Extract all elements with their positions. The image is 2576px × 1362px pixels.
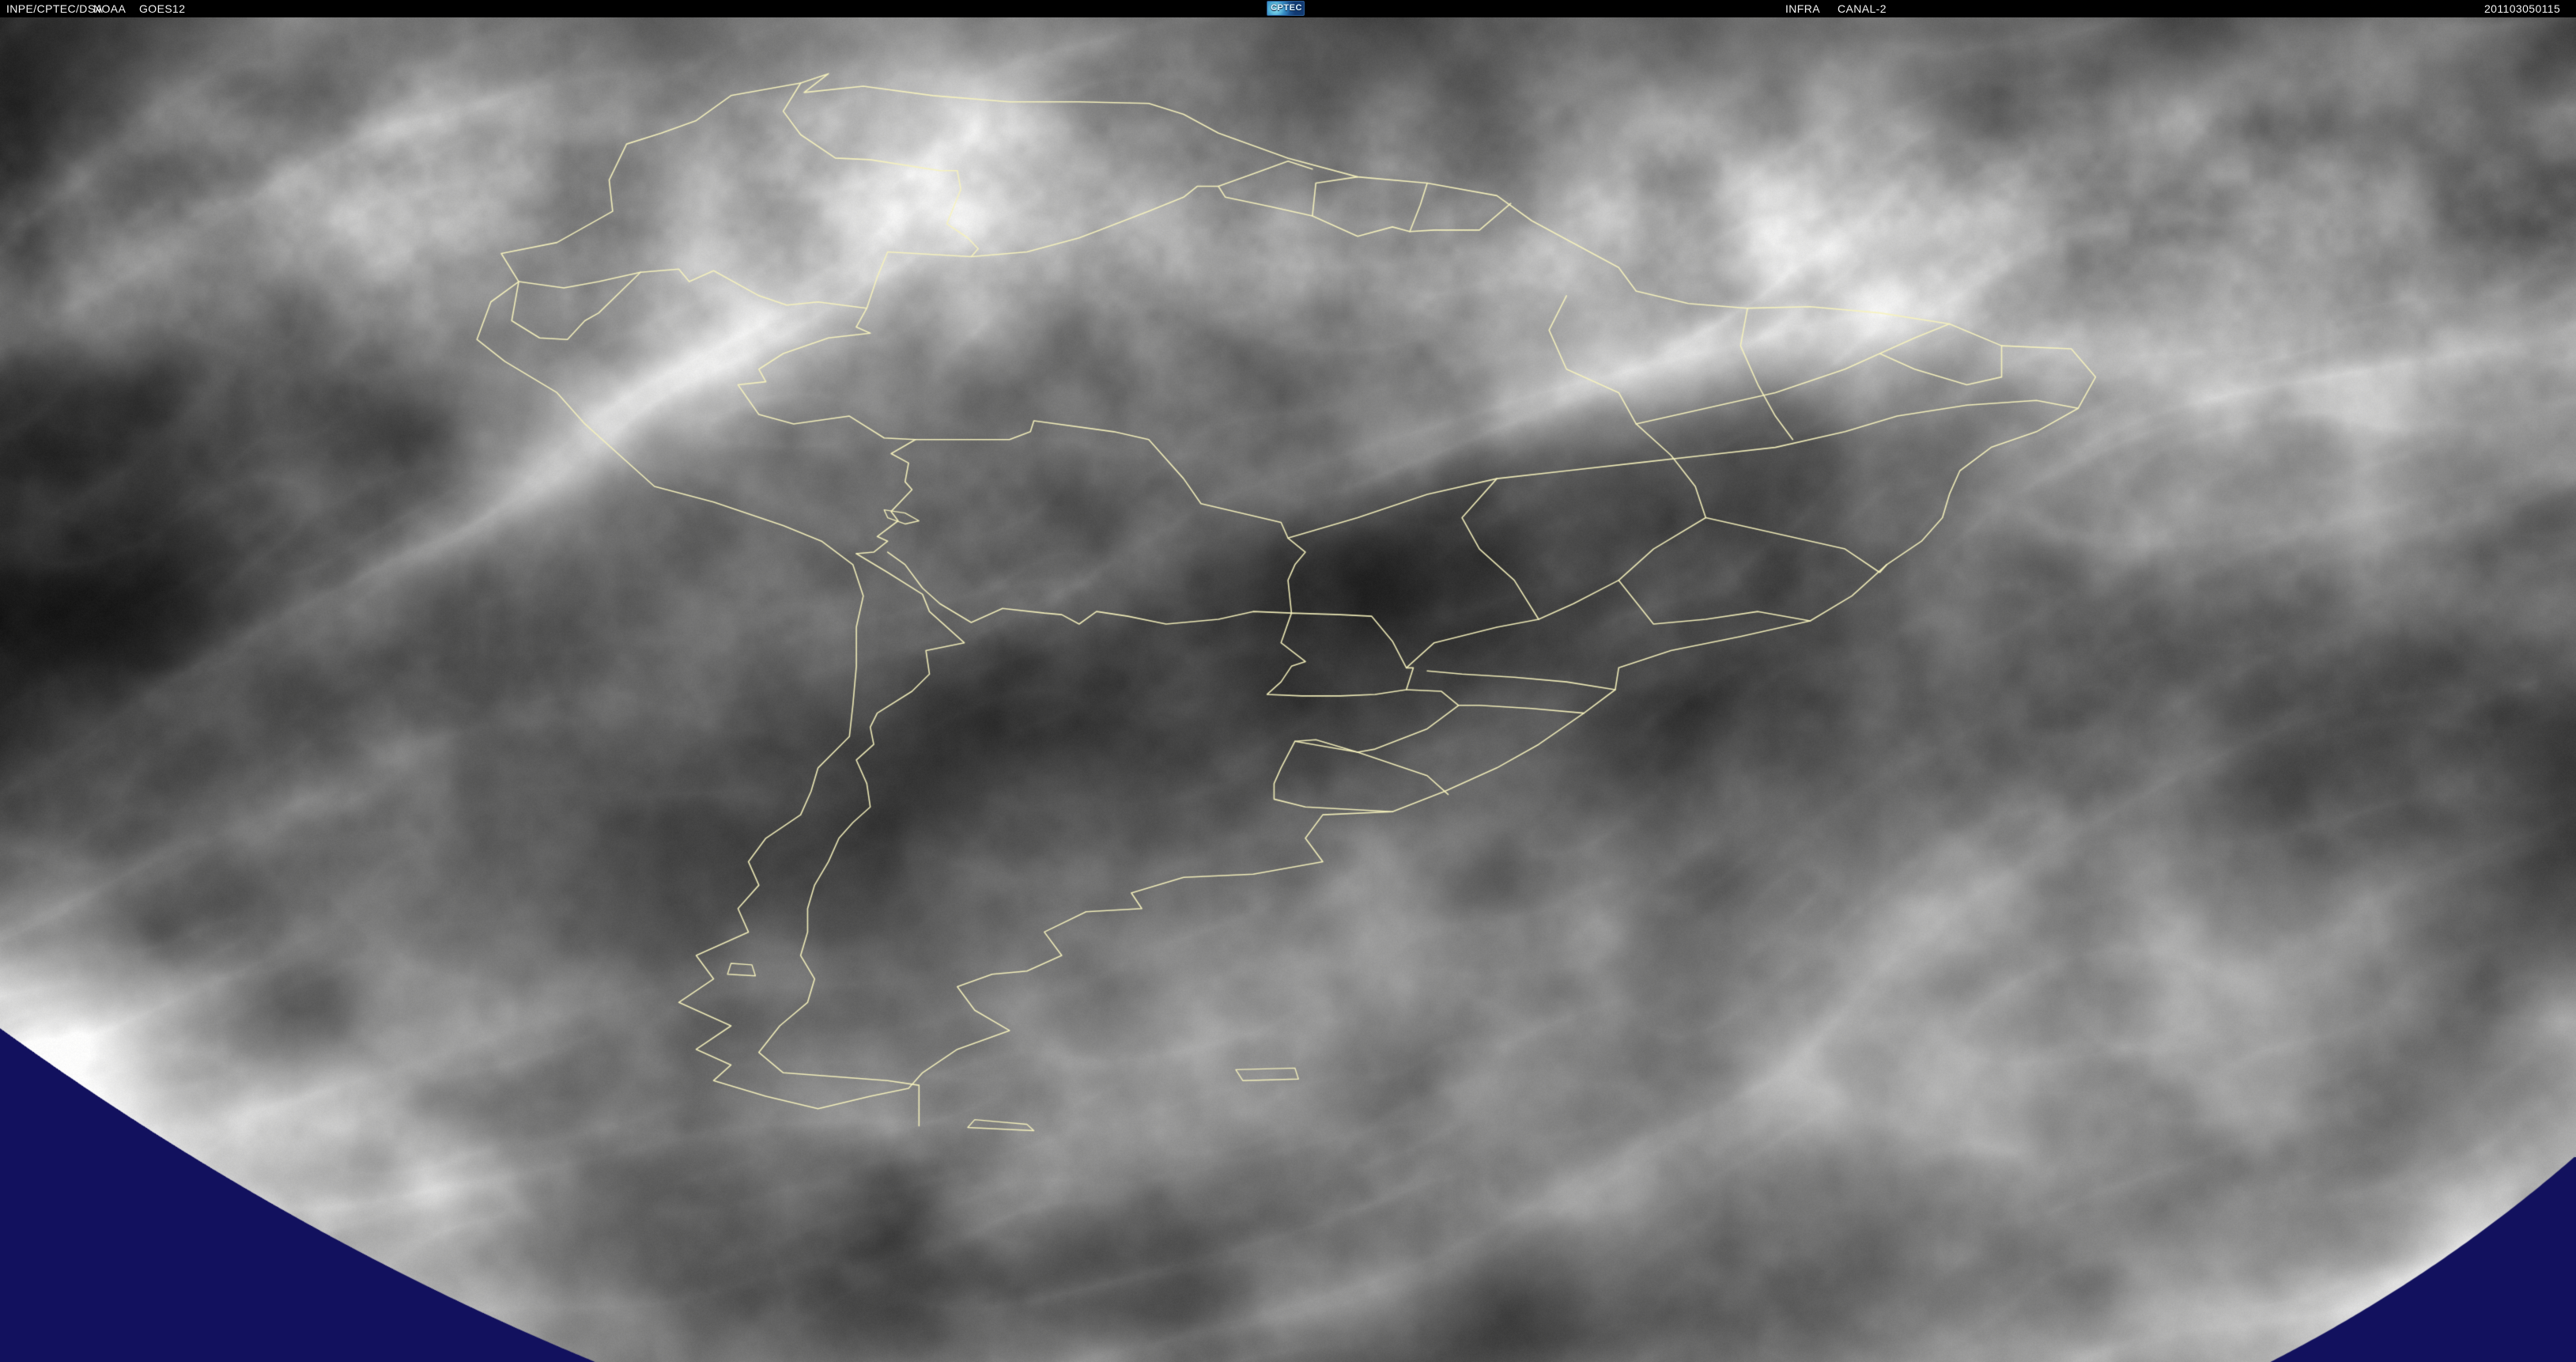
infrared-image-canvas bbox=[0, 17, 2576, 1362]
band-label: INFRA bbox=[1785, 2, 1820, 15]
source-label: NOAA bbox=[93, 2, 127, 15]
logo-glow-decoration bbox=[1267, 2, 1290, 15]
cptec-logo-label: CPTEC bbox=[1271, 3, 1302, 13]
header-bar: INPE/CPTEC/DSA NOAA GOES12 CPTEC INFRA C… bbox=[0, 0, 2576, 17]
channel-label: CANAL-2 bbox=[1838, 2, 1887, 15]
timestamp-label: 201103050115 bbox=[2484, 2, 2561, 15]
satellite-imagery bbox=[0, 17, 2576, 1362]
satellite-label: GOES12 bbox=[139, 2, 186, 15]
cptec-logo-icon: CPTEC bbox=[1267, 1, 1305, 16]
agency-label: INPE/CPTEC/DSA bbox=[6, 2, 104, 15]
